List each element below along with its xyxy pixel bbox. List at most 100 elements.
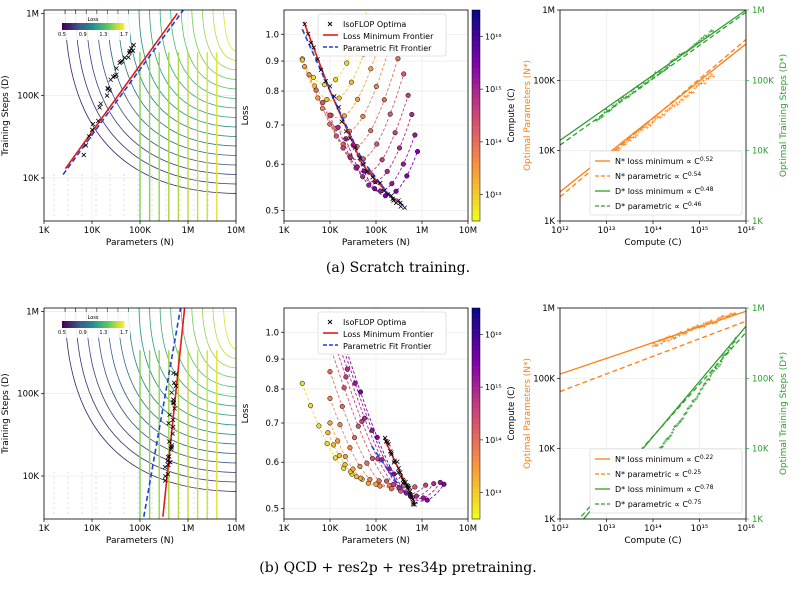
colorbar-cell [472, 162, 480, 169]
grid-dot [123, 184, 125, 186]
optimum-point [700, 386, 704, 390]
grid-dot [109, 492, 111, 494]
y-tick-label: 0.7 [265, 419, 279, 429]
grid-dot [67, 477, 69, 479]
isoflop-point [337, 422, 343, 428]
colorbar-cell [472, 73, 480, 79]
x-tick-label: 10K [322, 226, 339, 236]
isoflop-optimum-marker [389, 450, 394, 455]
x-tick-label: 10M [459, 524, 477, 534]
isoflop-point [441, 481, 447, 487]
isoflop-optimum-marker [386, 441, 391, 447]
y-right-tick-label: 10K [752, 147, 769, 157]
optimum-point [695, 395, 699, 399]
optimum-point [707, 378, 711, 382]
colorbar-cell [472, 313, 480, 319]
isoflop-point [388, 486, 394, 492]
optimum-point [660, 70, 664, 74]
isoflop-point [379, 157, 385, 163]
isoflop-point [392, 130, 398, 136]
colorbar-cell [103, 23, 106, 30]
grid-dot [151, 209, 153, 211]
x-tick-label: 10¹³ [598, 524, 616, 534]
colorbar-cell [472, 104, 480, 111]
grid-dot [207, 492, 209, 494]
optimum-point [643, 124, 647, 128]
colorbar-cell [119, 321, 123, 328]
colorbar-cell [66, 321, 69, 328]
grid-dot [81, 472, 83, 474]
y-tick-label: 100K [17, 92, 39, 102]
optimum-point [625, 140, 629, 144]
colorbar-cell [472, 344, 480, 351]
grid-dot [151, 184, 153, 186]
grid-dot [109, 194, 111, 196]
legend-entry-exponent: 0.48 [700, 186, 714, 193]
optimum-point [705, 77, 709, 81]
colorbar-cell [88, 321, 92, 328]
isoflop-point [400, 161, 406, 167]
isoflop-optimum-marker [131, 42, 136, 48]
isoflop-point [412, 484, 418, 490]
colorbar-cell [472, 168, 480, 174]
colorbar-cell [82, 23, 86, 30]
grid-dot [109, 472, 111, 474]
grid-dot [207, 189, 209, 191]
grid-dot [123, 199, 125, 201]
isoflop-point [306, 72, 312, 78]
optimum-point [671, 428, 675, 432]
isoflop-point [374, 141, 380, 147]
grid-dot [95, 189, 97, 191]
y-tick-label: 100K [17, 390, 39, 400]
contour-line [159, 10, 236, 109]
isoflop-point [340, 145, 346, 151]
colorbar-tick-label: 10¹³ [485, 489, 502, 498]
colorbar-cell [95, 23, 98, 30]
grid-dot [193, 507, 195, 509]
isoflop-point [332, 455, 338, 461]
legend-entry: Loss Minimum Frontier [343, 330, 434, 339]
isoflop-point [316, 423, 322, 429]
grid-dot [165, 507, 167, 509]
colorbar-cell [74, 321, 77, 328]
scaling-fit-line [560, 320, 746, 393]
isoflop-optimum-marker [311, 45, 316, 50]
x-tick-label: 10M [459, 226, 477, 236]
grid-dot [179, 214, 181, 216]
isoflop-optimum-marker [170, 417, 176, 423]
optimum-point [698, 391, 702, 395]
grid-dot [123, 204, 125, 206]
colorbar-tick-label: 10¹⁶ [485, 330, 502, 339]
colorbar-cell [82, 321, 86, 328]
colorbar-tick-label: 10¹⁶ [485, 32, 502, 41]
grid-dot [53, 194, 55, 196]
parametric-fit-frontier [62, 10, 184, 176]
isoflop-optimum-marker [114, 72, 119, 78]
optimum-point [686, 94, 690, 98]
isoflop-optimum-marker [169, 390, 174, 395]
optimum-point [670, 431, 674, 435]
y-tick-label: 10K [23, 174, 40, 184]
grid-dot [109, 209, 111, 211]
colorbar-cell [472, 460, 480, 467]
grid-dot [179, 472, 181, 474]
grid-dot [53, 502, 55, 504]
colorbar-cell [62, 321, 65, 328]
optimum-point [676, 422, 680, 426]
isoflop-optimum-marker [308, 40, 314, 46]
isoflop-optimum-marker [170, 424, 176, 430]
optimum-point [703, 81, 707, 85]
colorbar-cell [472, 508, 480, 515]
legend-x-marker [327, 319, 333, 325]
grid-dot [53, 189, 55, 191]
legend-box [317, 13, 447, 57]
y-axis-label: Optimal Parameters (N*) [523, 358, 533, 469]
contour-line [85, 308, 236, 473]
colorbar-cell [472, 471, 480, 478]
optimum-point [676, 103, 680, 107]
x-tick-label: 10K [84, 226, 101, 236]
optimum-point [647, 123, 651, 127]
colorbar-cell [78, 321, 81, 328]
optimum-point [647, 79, 651, 83]
